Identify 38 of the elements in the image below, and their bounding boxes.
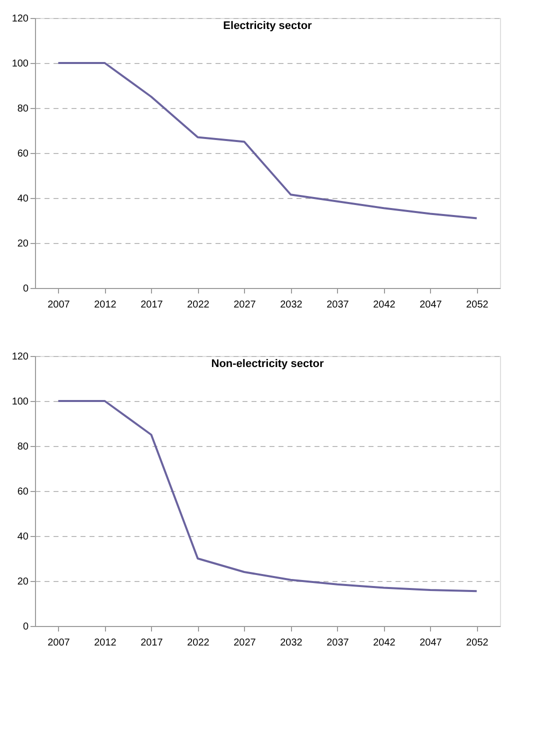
x-tick-label: 2022 xyxy=(187,638,210,648)
x-tick-label: 2027 xyxy=(234,300,256,310)
y-tick-label: 40 xyxy=(17,532,29,542)
x-tick-label: 2012 xyxy=(94,638,117,648)
y-tick-label: 100 xyxy=(12,58,29,70)
y-tick-label: 0 xyxy=(22,622,29,632)
y-tick-label: 80 xyxy=(17,104,29,114)
x-tick-label: 2012 xyxy=(94,300,117,310)
x-tick-label: 2007 xyxy=(48,638,70,648)
y-tick-label: 60 xyxy=(17,486,29,498)
y-tick-label: 120 xyxy=(12,352,29,362)
y-tick-label: 100 xyxy=(12,396,29,408)
x-tick-label: 2022 xyxy=(187,300,210,310)
x-tick-label: 2052 xyxy=(466,638,489,648)
y-tick-label: 80 xyxy=(17,442,29,452)
line-series xyxy=(57,400,478,592)
x-tick-label: 2007 xyxy=(48,300,70,310)
y-tick-label: 60 xyxy=(17,148,29,160)
x-tick-label: 2017 xyxy=(140,300,164,310)
y-tick-label: 20 xyxy=(17,576,29,588)
x-tick-label: 2032 xyxy=(280,300,303,310)
x-tick-label: 2047 xyxy=(420,638,442,648)
line-series xyxy=(57,62,478,220)
y-tick-label: 120 xyxy=(12,14,29,24)
x-tick-label: 2052 xyxy=(466,300,489,310)
y-tick-label: 40 xyxy=(17,194,29,204)
y-tick-label: 20 xyxy=(17,238,29,250)
x-tick-label: 2032 xyxy=(280,638,303,648)
y-tick-label: 0 xyxy=(22,284,29,294)
chart-title: Electricity sector xyxy=(223,20,313,32)
x-tick-label: 2042 xyxy=(373,638,396,648)
x-tick-label: 2047 xyxy=(420,300,442,310)
chart-title: Non-electricity sector xyxy=(211,358,324,370)
x-tick-label: 2042 xyxy=(373,300,396,310)
x-tick-label: 2037 xyxy=(326,638,350,648)
x-tick-label: 2037 xyxy=(326,300,350,310)
x-tick-label: 2017 xyxy=(140,638,164,648)
x-tick-label: 2027 xyxy=(234,638,256,648)
